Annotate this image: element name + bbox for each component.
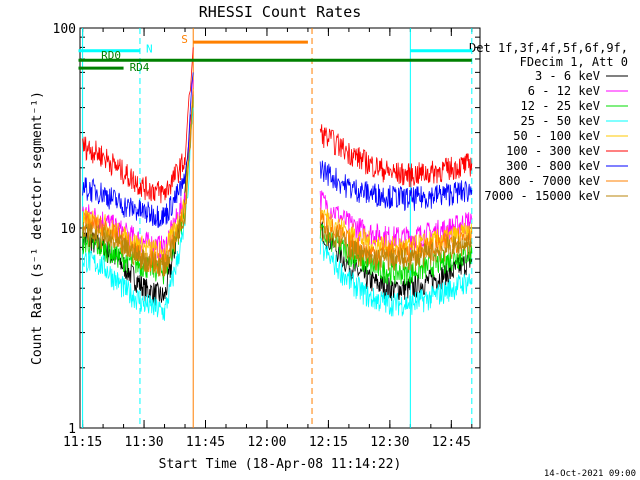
series-line xyxy=(82,47,194,204)
x-tick-label: 11:45 xyxy=(186,435,225,450)
x-tick-label: 11:15 xyxy=(63,435,102,450)
series-line xyxy=(319,237,473,317)
series-line xyxy=(82,107,194,321)
series-line xyxy=(319,190,473,251)
x-tick-label: 12:15 xyxy=(309,435,348,450)
x-tick-label: 12:45 xyxy=(432,435,471,450)
annotation-label-rd4: RD4 xyxy=(130,61,150,74)
legend-label: 25 - 50 keV xyxy=(521,114,600,128)
legend-header-line-2: FDecim 1, Att 0 xyxy=(520,55,628,69)
legend-label: 50 - 100 keV xyxy=(513,129,600,143)
footer-date: 14-Oct-2021 09:00 xyxy=(544,469,636,479)
legend-label: 3 - 6 keV xyxy=(535,69,600,83)
annotation-label-n: N xyxy=(146,43,153,56)
series-line xyxy=(319,160,473,211)
legend-label: 6 - 12 keV xyxy=(528,84,600,98)
series-line xyxy=(319,223,473,286)
y-tick-label: 1 xyxy=(68,422,76,437)
annotation-label-s: S xyxy=(181,33,188,46)
series-line xyxy=(82,95,194,278)
annotation-label-rd0: RD0 xyxy=(101,49,121,62)
series-line xyxy=(319,225,472,271)
legend-label: 12 - 25 keV xyxy=(521,99,600,113)
legend-label: 300 - 800 keV xyxy=(506,159,600,173)
x-tick-label: 11:30 xyxy=(124,435,163,450)
legend-header-line-1: Det 1f,3f,4f,5f,6f,9f, xyxy=(469,41,628,55)
legend-label: 100 - 300 keV xyxy=(506,144,600,158)
legend-label: 7000 - 15000 keV xyxy=(484,189,600,203)
x-tick-label: 12:30 xyxy=(370,435,409,450)
x-axis-label: Start Time (18-Apr-08 11:14:22) xyxy=(159,457,402,472)
series-line xyxy=(82,72,194,229)
legend-label: 800 - 7000 keV xyxy=(499,174,600,188)
series-line xyxy=(319,124,473,188)
y-axis-label: Count Rate (s⁻¹ detector segment⁻¹) xyxy=(30,91,45,365)
y-tick-label: 100 xyxy=(53,22,76,37)
x-tick-label: 12:00 xyxy=(247,435,286,450)
y-tick-label: 10 xyxy=(60,222,76,237)
plot-layer: 11:15 11:30 11:45 12:00 12:15 12:30 12:45 1 10 10… xyxy=(53,22,628,450)
chart-title: RHESSI Count Rates xyxy=(199,3,362,21)
